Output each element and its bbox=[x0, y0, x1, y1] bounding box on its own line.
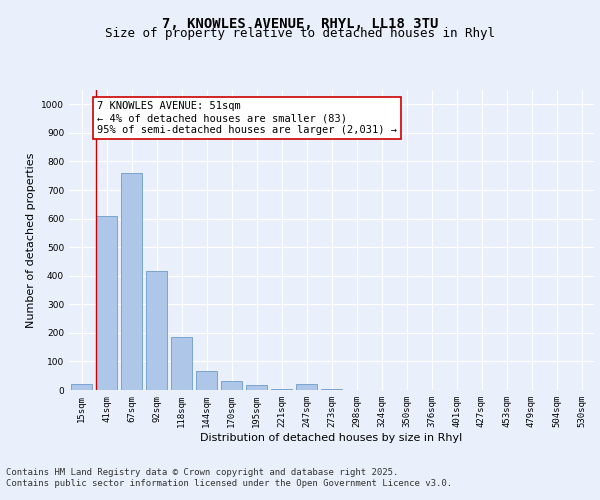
Bar bbox=[321, 388, 342, 390]
X-axis label: Distribution of detached houses by size in Rhyl: Distribution of detached houses by size … bbox=[200, 432, 463, 442]
Bar bbox=[296, 384, 317, 390]
Bar bbox=[171, 337, 192, 390]
Y-axis label: Number of detached properties: Number of detached properties bbox=[26, 152, 35, 328]
Text: Contains HM Land Registry data © Crown copyright and database right 2025.
Contai: Contains HM Land Registry data © Crown c… bbox=[6, 468, 452, 487]
Text: 7 KNOWLES AVENUE: 51sqm
← 4% of detached houses are smaller (83)
95% of semi-det: 7 KNOWLES AVENUE: 51sqm ← 4% of detached… bbox=[97, 102, 397, 134]
Bar bbox=[96, 216, 117, 390]
Bar bbox=[271, 388, 292, 390]
Bar bbox=[121, 173, 142, 390]
Bar bbox=[196, 372, 217, 390]
Bar bbox=[221, 382, 242, 390]
Bar bbox=[71, 384, 92, 390]
Bar bbox=[246, 385, 267, 390]
Bar bbox=[146, 272, 167, 390]
Text: Size of property relative to detached houses in Rhyl: Size of property relative to detached ho… bbox=[105, 28, 495, 40]
Text: 7, KNOWLES AVENUE, RHYL, LL18 3TU: 7, KNOWLES AVENUE, RHYL, LL18 3TU bbox=[162, 18, 438, 32]
